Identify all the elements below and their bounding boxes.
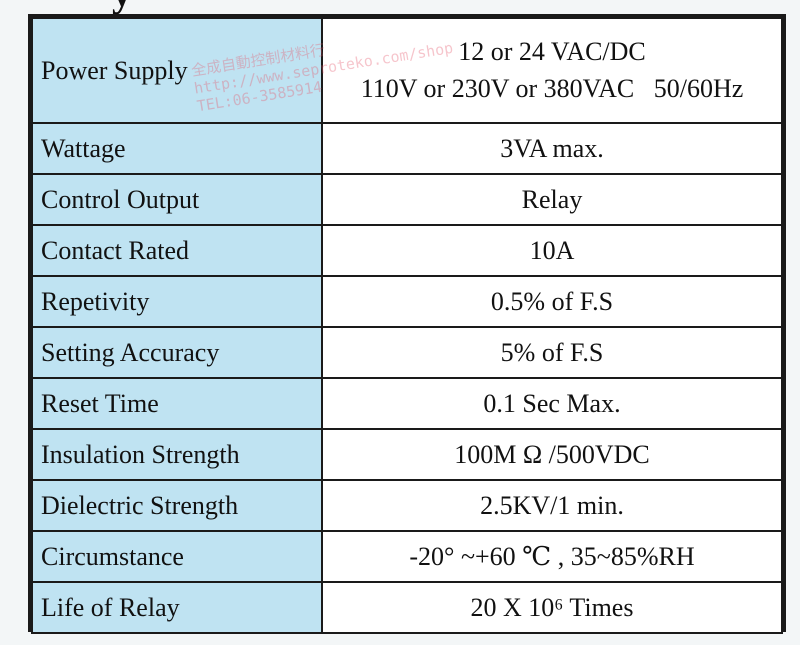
row-label: Power Supply (31, 17, 323, 124)
row-label: Reset Time (31, 377, 323, 430)
row-label: Dielectric Strength (31, 479, 323, 532)
row-value: Relay (321, 173, 783, 226)
row-label: Setting Accuracy (31, 326, 323, 379)
power-supply-line-2: 110V or 230V or 380VAC 50/60Hz (360, 73, 744, 103)
row-value: -20° ~+60 ℃ , 35~85%RH (321, 530, 783, 583)
table-row-dielectric-strength: Dielectric Strength 2.5KV/1 min. (31, 479, 783, 532)
row-label: Contact Rated (31, 224, 323, 277)
row-value: 3VA max. (321, 122, 783, 175)
row-value: 20 X 10⁶ Times (321, 581, 783, 634)
row-value: 0.1 Sec Max. (321, 377, 783, 430)
row-value: 2.5KV/1 min. (321, 479, 783, 532)
row-label: Repetivity (31, 275, 323, 328)
row-value: 10A (321, 224, 783, 277)
heading-fragment: y (112, 0, 152, 13)
row-label: Insulation Strength (31, 428, 323, 481)
table-row-circumstance: Circumstance -20° ~+60 ℃ , 35~85%RH (31, 530, 783, 583)
row-value: 100M Ω /500VDC (321, 428, 783, 481)
power-supply-line-1: 12 or 24 VAC/DC (458, 37, 646, 67)
table-row-repetivity: Repetivity 0.5% of F.S (31, 275, 783, 328)
table-row-life-of-relay: Life of Relay 20 X 10⁶ Times (31, 581, 783, 634)
row-value: 0.5% of F.S (321, 275, 783, 328)
table-row-control-output: Control Output Relay (31, 173, 783, 226)
row-value: 12 or 24 VAC/DC 110V or 230V or 380VAC 5… (321, 17, 783, 124)
row-label: Wattage (31, 122, 323, 175)
table-row-reset-time: Reset Time 0.1 Sec Max. (31, 377, 783, 430)
table-row-insulation-strength: Insulation Strength 100M Ω /500VDC (31, 428, 783, 481)
row-label: Life of Relay (31, 581, 323, 634)
table-row-power-supply: Power Supply 12 or 24 VAC/DC 110V or 230… (31, 17, 783, 124)
row-label: Control Output (31, 173, 323, 226)
row-label: Circumstance (31, 530, 323, 583)
table-row-contact-rated: Contact Rated 10A (31, 224, 783, 277)
spec-table: Power Supply 12 or 24 VAC/DC 110V or 230… (28, 14, 786, 634)
row-value: 5% of F.S (321, 326, 783, 379)
table-row-wattage: Wattage 3VA max. (31, 122, 783, 175)
table-row-setting-accuracy: Setting Accuracy 5% of F.S (31, 326, 783, 379)
